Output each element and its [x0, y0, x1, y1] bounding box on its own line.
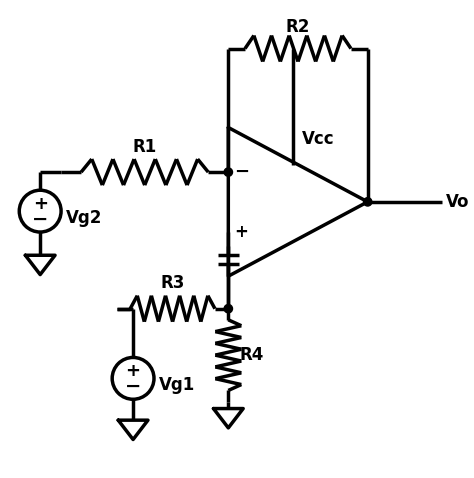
- Text: +: +: [33, 195, 48, 213]
- Text: Vg2: Vg2: [66, 209, 102, 227]
- Text: −: −: [32, 209, 48, 228]
- Text: Vg1: Vg1: [159, 376, 195, 394]
- Circle shape: [224, 304, 233, 313]
- Circle shape: [224, 168, 233, 176]
- Text: Vcc: Vcc: [302, 130, 334, 148]
- Text: R3: R3: [160, 274, 185, 293]
- Text: R1: R1: [133, 138, 157, 156]
- Text: Vo: Vo: [446, 193, 469, 211]
- Circle shape: [364, 198, 372, 206]
- Text: +: +: [234, 223, 248, 240]
- Text: +: +: [126, 362, 141, 380]
- Text: R4: R4: [240, 346, 264, 364]
- Text: R2: R2: [286, 18, 310, 35]
- Text: −: −: [125, 377, 141, 396]
- Text: −: −: [234, 163, 249, 181]
